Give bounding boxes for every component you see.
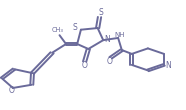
Text: S: S [98,8,103,17]
Text: N: N [165,61,171,70]
Text: O: O [8,86,14,95]
Text: CH₃: CH₃ [52,27,64,33]
Text: NH: NH [114,32,125,38]
Text: S: S [73,23,77,32]
Text: O: O [82,61,88,70]
Text: O: O [106,57,112,66]
Text: N: N [105,35,110,44]
